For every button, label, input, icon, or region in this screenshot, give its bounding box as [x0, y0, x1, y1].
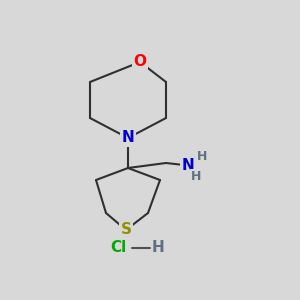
Text: S: S: [121, 223, 131, 238]
Text: N: N: [122, 130, 134, 146]
Text: Cl: Cl: [110, 241, 126, 256]
Text: H: H: [152, 241, 164, 256]
Text: O: O: [134, 55, 146, 70]
Text: H: H: [197, 151, 207, 164]
Text: N: N: [182, 158, 194, 172]
Text: H: H: [191, 170, 201, 184]
